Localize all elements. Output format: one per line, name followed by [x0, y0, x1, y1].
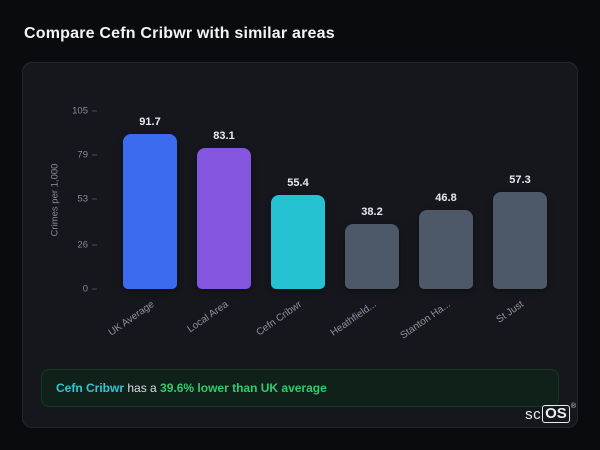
comparison-note: Cefn Cribwr has a 39.6% lower than UK av… [41, 369, 559, 407]
bar-value-label: 46.8 [435, 191, 457, 204]
chart-card: Crimes per 1,000 105 79 53 26 0 91.7 UK … [22, 62, 578, 428]
y-tick: 0 [59, 284, 97, 295]
bar-cefn-cribwr[interactable] [271, 195, 325, 289]
x-tick-label: Heathfield... [328, 299, 379, 339]
y-tick: 53 [59, 194, 97, 205]
brand-logo: sc OS ® [525, 403, 576, 423]
y-tick: 79 [59, 150, 97, 161]
plot-area: 105 79 53 26 0 91.7 UK Average 83.1 Loca… [72, 106, 561, 341]
x-tick-label: UK Average [106, 299, 157, 339]
bar-group-st-just: 57.3 St Just [483, 111, 557, 326]
tick-mark [92, 244, 97, 246]
page-title: Compare Cefn Cribwr with similar areas [24, 25, 335, 42]
note-highlight: 39.6% lower than UK average [160, 381, 327, 395]
tick-mark [92, 154, 97, 156]
y-tick: 105 [59, 106, 97, 117]
bar-st-just[interactable] [493, 191, 547, 289]
tick-mark [92, 110, 97, 112]
bar-stanton[interactable] [419, 209, 473, 289]
bar-group-uk-average: 91.7 UK Average [106, 111, 187, 339]
bar-heathfield[interactable] [345, 224, 399, 289]
registered-mark-icon: ® [570, 403, 576, 410]
bar-uk-average[interactable] [123, 133, 177, 289]
bar-local-area[interactable] [197, 148, 251, 289]
bar-value-label: 83.1 [213, 130, 235, 143]
bar-value-label: 57.3 [509, 173, 531, 186]
brand-prefix: sc [525, 405, 542, 423]
bar-value-label: 91.7 [139, 115, 161, 128]
bar-chart: Crimes per 1,000 105 79 53 26 0 91.7 UK … [41, 106, 561, 361]
x-tick-label: Stanton Ha... [398, 299, 453, 342]
tick-mark [92, 198, 97, 200]
y-tick: 26 [59, 239, 97, 250]
note-area-name: Cefn Cribwr [56, 381, 125, 395]
brand-suffix: OS [542, 405, 570, 423]
bar-value-label: 55.4 [287, 177, 309, 190]
bar-value-label: 38.2 [361, 206, 383, 219]
bar-group-local-area: 83.1 Local Area [185, 111, 261, 335]
x-tick-label: St Just [494, 299, 527, 326]
x-tick-label: Local Area [185, 299, 231, 336]
note-middle-text: has a [124, 381, 161, 395]
tick-mark [92, 288, 97, 290]
bar-group-stanton: 46.8 Stanton Ha... [398, 111, 483, 341]
bars-container: 91.7 UK Average 83.1 Local Area 55.4 Cef… [106, 111, 561, 341]
x-tick-label: Cefn Cribwr [254, 299, 305, 339]
bar-group-heathfield: 38.2 Heathfield... [328, 111, 409, 339]
bar-group-cefn-cribwr: 55.4 Cefn Cribwr [255, 111, 335, 338]
